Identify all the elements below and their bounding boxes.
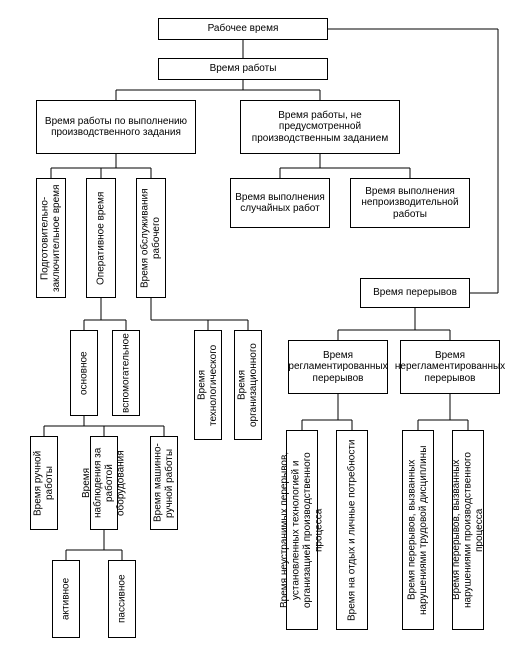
connector-layer [0, 0, 516, 668]
